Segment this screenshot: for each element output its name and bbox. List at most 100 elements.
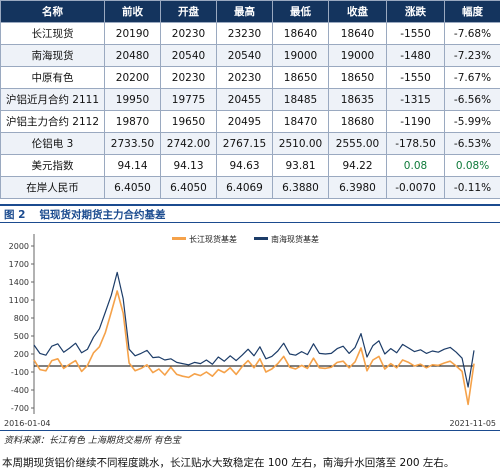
table-cell: 20190 [104,22,161,45]
table-cell: 18640 [328,22,387,45]
col-header-high: 最高 [216,0,273,23]
table-cell: 20480 [104,44,161,67]
table-cell: 6.3880 [272,176,329,199]
table-row: 中原有色 20200 20230 20230 18650 18650 -1550 -7.67% [0,66,500,89]
table-cell: 沪铝近月合约 2111 [0,88,105,111]
table-cell: 南海现货 [0,44,105,67]
y-tick-label: -100 [11,368,29,377]
table-cell: -6.56% [444,88,500,111]
series-line-changjiang [33,290,475,406]
table-cell: 20540 [160,44,217,67]
table-cell: 伦铝电 3 [0,132,105,155]
table-cell: 长江现货 [0,22,105,45]
table-cell: -1550 [386,22,445,45]
col-header-open: 开盘 [160,0,217,23]
basis-line-chart: -700 -400 -100 200 500 800 1100 1400 1700 2000 201… [4,234,497,428]
table-cell: 中原有色 [0,66,105,89]
table-row: 南海现货 20480 20540 20540 19000 19000 -1480 -7.23% [0,44,500,67]
y-tick-label: 500 [14,332,29,341]
figure-caption: 图 2 铝现货对期货主力合约基差 [4,207,165,222]
col-header-close: 收盘 [328,0,387,23]
table-row: 美元指数 94.14 94.13 94.63 93.81 94.22 0.08 0.08% [0,154,500,177]
table-cell: 2555.00 [328,132,387,155]
table-cell: 18650 [272,66,329,89]
table-cell: 2767.15 [216,132,273,155]
table-cell: -0.11% [444,176,500,199]
table-row: 沪铝近月合约 2111 19950 19775 20455 18485 18635 -131… [0,88,500,111]
table-cell: 6.3980 [328,176,387,199]
figure-top-rule [0,204,500,206]
table-cell: 20495 [216,110,273,133]
table-cell: 19000 [328,44,387,67]
source-note: 资料来源：长江有色 上海期货交易所 有色宝 [4,436,181,446]
table-cell: -1315 [386,88,445,111]
legend-swatch-changjiang [172,237,186,240]
table-header-row: 名称 前收 开盘 最高 最低 收盘 涨跌 幅度 [0,0,500,23]
table-row: 长江现货 20190 20230 23230 18640 18640 -1550 -7.68% [0,22,500,45]
table-cell: 18640 [272,22,329,45]
table-cell: 20230 [216,66,273,89]
figure-bottom-rule [0,430,500,431]
table-cell: -6.53% [444,132,500,155]
legend-swatch-nanhai [254,237,268,240]
table-cell: -1480 [386,44,445,67]
table-cell: -1550 [386,66,445,89]
table-row: 伦铝电 3 2733.50 2742.00 2767.15 2510.00 2555.00… [0,132,500,155]
commentary-text: 本周期现货铝价继续不同程度跳水，长江贴水大致稳定在 100 左右，南海升水回落至… [2,457,455,469]
table-cell: 2733.50 [104,132,161,155]
table-row: 沪铝主力合约 2112 19870 19650 20495 18470 18680 -119… [0,110,500,133]
table-cell: 94.63 [216,154,273,177]
table-cell: -1190 [386,110,445,133]
table-cell: 0.08% [444,154,500,177]
col-header-pct: 幅度 [444,0,500,23]
series-line-nanhai [33,271,475,388]
y-tick-label: 1100 [9,296,29,305]
table-row: 在岸人民币 6.4050 6.4050 6.4069 6.3880 6.3980 -0.00… [0,176,500,199]
table-cell: 18680 [328,110,387,133]
table-cell: -0.0070 [386,176,445,199]
table-cell: 20540 [216,44,273,67]
table-cell: 18650 [328,66,387,89]
table-cell: 19650 [160,110,217,133]
table-cell: 20230 [160,22,217,45]
table-cell: 沪铝主力合约 2112 [0,110,105,133]
legend-label-nanhai: 南海现货基差 [271,234,319,244]
figure-title: 铝现货对期货主力合约基差 [39,209,166,221]
table-cell: 20200 [104,66,161,89]
table-cell: 94.13 [160,154,217,177]
figure-title-rule [0,222,500,223]
y-tick-label: -700 [11,404,29,413]
table-cell: -178.50 [386,132,445,155]
table-cell: 0.08 [386,154,445,177]
table-cell: 18635 [328,88,387,111]
y-tick-label: 1700 [9,260,29,269]
y-tick-label: -400 [11,386,29,395]
table-cell: 19950 [104,88,161,111]
table-cell: 23230 [216,22,273,45]
col-header-prev-close: 前收 [104,0,161,23]
table-cell: 20455 [216,88,273,111]
y-tick-label: 800 [14,314,29,323]
col-header-change: 涨跌 [386,0,445,23]
table-cell: 20230 [160,66,217,89]
table-cell: 2510.00 [272,132,329,155]
table-cell: 94.22 [328,154,387,177]
table-cell: -7.67% [444,66,500,89]
table-cell: 18485 [272,88,329,111]
table-cell: 6.4050 [104,176,161,199]
table-cell: -5.99% [444,110,500,133]
table-cell: 19775 [160,88,217,111]
table-cell: -7.68% [444,22,500,45]
table-cell: 19000 [272,44,329,67]
table-cell: 6.4050 [160,176,217,199]
figure-number: 图 2 [4,209,26,221]
table-cell: 6.4069 [216,176,273,199]
table-cell: 18470 [272,110,329,133]
y-tick-label: 1400 [9,278,29,287]
x-end-label: 2021-11-05 [450,419,497,428]
table-cell: 19870 [104,110,161,133]
col-header-name: 名称 [0,0,105,23]
legend-label-changjiang: 长江现货基差 [189,234,237,244]
table-cell: 2742.00 [160,132,217,155]
y-tick-label: 200 [14,350,29,359]
